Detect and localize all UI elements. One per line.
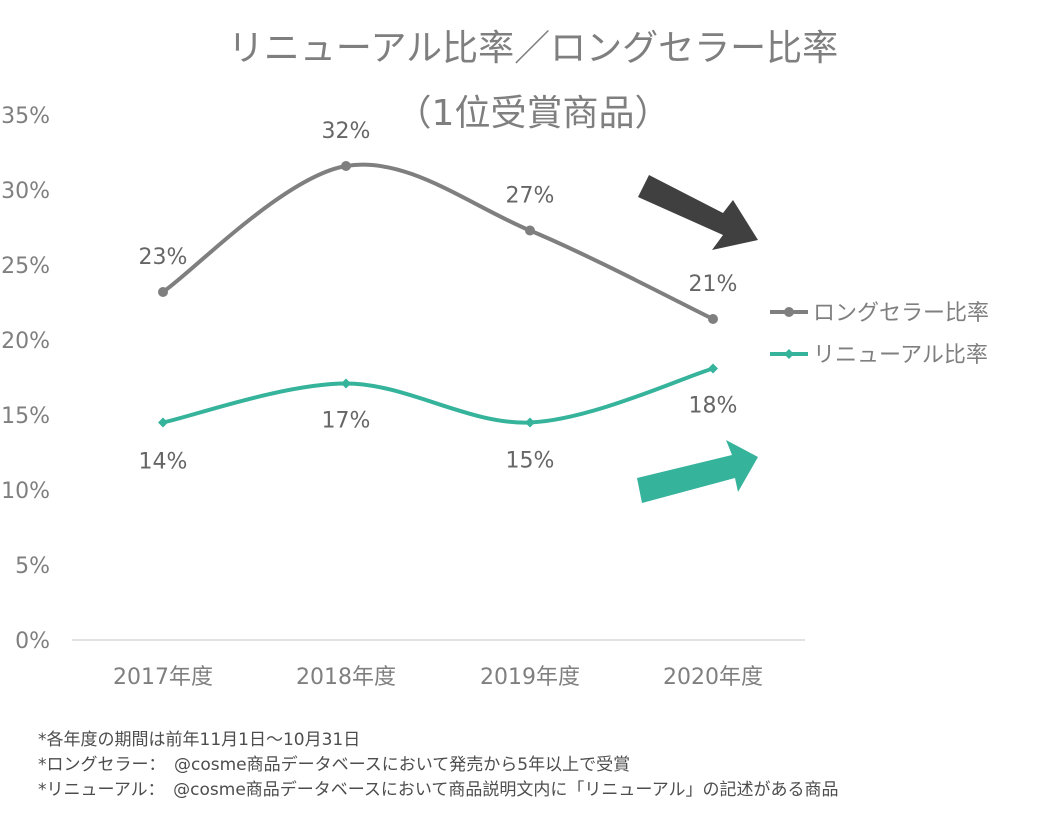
data-label: 14%	[139, 450, 188, 475]
data-label: 27%	[506, 184, 555, 209]
data-point	[525, 417, 535, 428]
data-label: 18%	[689, 394, 738, 419]
chart-title-line2: （1位受賞商品）	[396, 93, 671, 134]
x-tick-label: 2020年度	[663, 665, 763, 690]
y-tick-label: 0%	[15, 629, 50, 654]
x-tick-label: 2018年度	[296, 665, 396, 690]
footnote-longseller: *ロングセラー： @cosme商品データベースにおいて発売から5年以上で受賞	[38, 755, 631, 775]
trend-arrow-up	[637, 440, 758, 503]
data-point	[341, 378, 351, 389]
legend-label: リニューアル比率	[813, 343, 988, 368]
x-axis: 2017年度 2018年度 2019年度 2020年度	[113, 665, 763, 690]
data-point	[708, 314, 718, 324]
data-label: 23%	[139, 245, 188, 270]
y-tick-label: 15%	[1, 404, 50, 429]
legend-marker	[784, 307, 794, 317]
y-tick-label: 20%	[1, 329, 50, 354]
footnote-period: *各年度の期間は前年11月1日〜10月31日	[38, 730, 361, 750]
y-tick-label: 25%	[1, 254, 50, 279]
chart-title-line1: リニューアル比率／ロングセラー比率	[228, 28, 838, 69]
footnotes: *各年度の期間は前年11月1日〜10月31日 *ロングセラー： @cosme商品…	[38, 728, 839, 803]
y-tick-label: 30%	[1, 179, 50, 204]
x-tick-label: 2017年度	[113, 665, 213, 690]
data-label: 32%	[322, 119, 371, 144]
trend-arrow-down	[638, 175, 758, 250]
y-axis: 0% 5% 10% 15% 20% 25% 30% 35%	[1, 104, 50, 654]
data-point	[708, 363, 718, 374]
data-label: 15%	[506, 449, 555, 474]
data-point	[341, 161, 351, 171]
y-tick-label: 10%	[1, 479, 50, 504]
legend-label: ロングセラー比率	[813, 301, 989, 326]
data-point	[158, 287, 168, 297]
series-line	[161, 366, 715, 425]
series-group	[158, 161, 718, 428]
data-point	[525, 225, 535, 236]
y-tick-label: 35%	[1, 104, 50, 129]
legend-marker	[784, 349, 794, 359]
data-labels: 23% 32% 27% 21% 14% 17% 15% 18%	[139, 119, 738, 475]
footnote-renewal: *リニューアル： @cosme商品データベースにおいて商品説明文内に「リニューア…	[38, 780, 839, 800]
y-tick-label: 5%	[15, 554, 50, 579]
series-line	[161, 162, 715, 321]
data-point	[158, 417, 168, 428]
x-tick-label: 2019年度	[480, 665, 580, 690]
data-label: 21%	[689, 272, 738, 297]
data-label: 17%	[322, 409, 371, 434]
